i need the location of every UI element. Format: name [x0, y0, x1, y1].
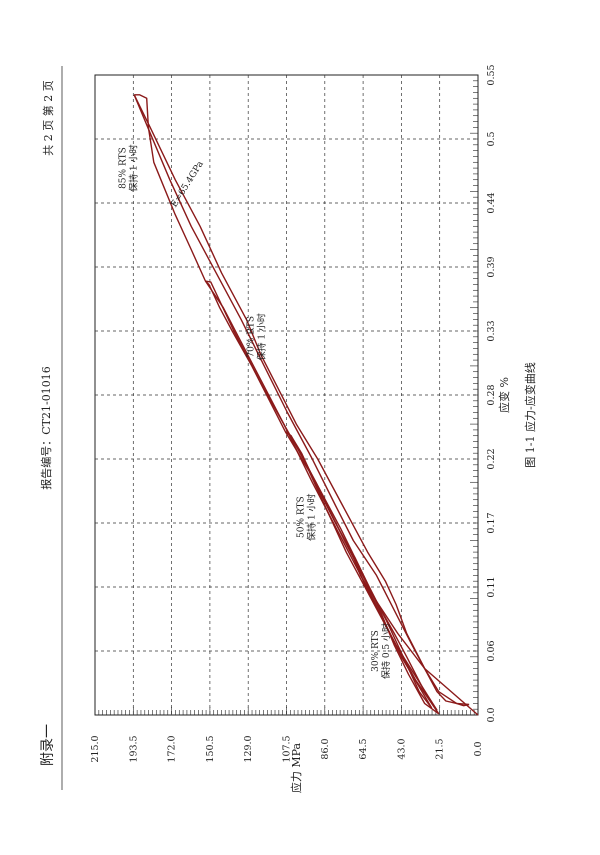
annotation-text: 50% RTS	[296, 496, 306, 538]
x-tick-label: 0.44	[486, 192, 497, 213]
annotation-text: E=65.4GPa	[170, 159, 207, 209]
stress-strain-chart: 0.0 0.06 0.11 0.17 0.22 0.28 0.33 0.39 0.44 0.5 0.…	[90, 64, 537, 793]
x-tick-label: 0.0	[486, 707, 497, 722]
curve-segment-5	[204, 280, 438, 711]
y-tick-label: 172.0	[167, 735, 178, 762]
y-tick-label: 43.0	[396, 738, 407, 759]
axis-ticks	[94, 74, 479, 716]
annotation-text: 30% RTS	[371, 630, 381, 672]
annotation-2: 50% RTS 保持 1 小时	[296, 493, 317, 540]
annotation-text: 保持 1 小时	[256, 313, 268, 360]
y-tick-labels: 0.0 21.5 43.0 64.5 86.0 107.5 129.0 150.5 172.0 1…	[90, 735, 484, 762]
annotation-1: 30% RTS 保持 0.5 小时	[371, 623, 392, 679]
annotation-5: E=65.4GPa	[170, 159, 207, 209]
annotation-4: 85% RTS 保持 1 小时	[118, 144, 139, 191]
grid-lines	[95, 75, 478, 715]
x-tick-label: 0.11	[486, 576, 497, 597]
y-tick-label: 0.0	[473, 741, 484, 756]
curve-segment-7	[147, 127, 433, 709]
annotation-3: 70% RTS 保持 1 小时	[247, 313, 268, 360]
curve-segment-9	[133, 94, 470, 707]
report-number: 报告编号：CT21-01016	[39, 366, 53, 489]
y-tick-label: 21.5	[435, 738, 446, 759]
stress-strain-curves	[133, 94, 479, 716]
appendix-label: 附录一	[40, 724, 56, 766]
y-tick-label: 129.0	[243, 735, 254, 762]
annotation-text: 保持 1 小时	[305, 493, 317, 540]
x-tick-labels: 0.0 0.06 0.11 0.17 0.22 0.28 0.33 0.39 0.44 0.5 0.…	[486, 64, 497, 722]
y-tick-label: 193.5	[128, 735, 139, 762]
y-tick-label: 64.5	[358, 738, 369, 759]
annotation-text: 保持 0.5 小时	[380, 623, 392, 679]
x-tick-label: 0.22	[486, 448, 497, 469]
curve-segment-8	[134, 94, 150, 128]
x-tick-label: 0.28	[486, 384, 497, 405]
y-axis-label: 应力 MPa	[289, 742, 303, 793]
x-tick-label: 0.33	[486, 320, 497, 341]
curve-segment-10	[133, 94, 470, 706]
x-tick-label: 0.17	[486, 512, 497, 533]
annotation-text: 85% RTS	[118, 147, 128, 189]
x-tick-label: 0.06	[486, 640, 497, 661]
y-tick-label: 107.5	[282, 735, 293, 762]
x-tick-label: 0.39	[486, 256, 497, 277]
y-tick-label: 86.0	[320, 738, 331, 759]
annotation-text: 70% RTS	[247, 316, 257, 358]
y-tick-label: 150.5	[205, 735, 216, 762]
x-tick-label: 0.55	[486, 64, 497, 85]
x-axis-label: 应变 %	[497, 377, 511, 413]
annotation-text: 保持 1 小时	[127, 144, 139, 191]
y-tick-label: 215.0	[90, 735, 101, 762]
x-tick-label: 0.5	[486, 131, 497, 146]
page-count: 共 2 页 第 2 页	[41, 80, 55, 155]
figure-caption: 图 1-1 应力-应变曲线	[523, 362, 537, 467]
